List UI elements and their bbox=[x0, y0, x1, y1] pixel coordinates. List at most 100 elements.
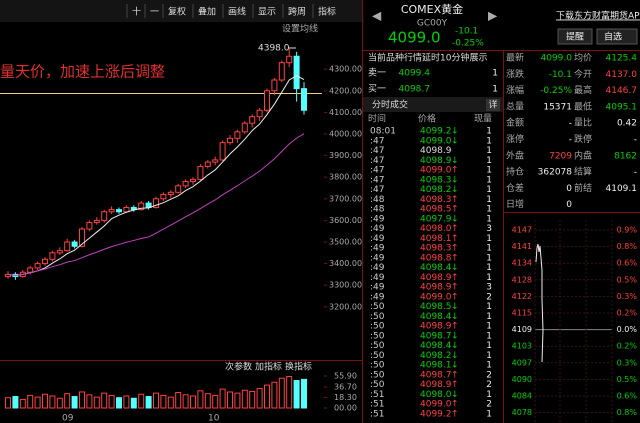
trade-price: 4099.0 bbox=[420, 292, 452, 302]
trade-direction: ↑ bbox=[451, 205, 459, 215]
volume-bar bbox=[249, 390, 256, 409]
toolbar-button[interactable]: 复权 bbox=[168, 6, 186, 18]
y-tick-label: 4100.00 bbox=[329, 108, 362, 117]
watch-label[interactable]: 自选 bbox=[604, 31, 622, 43]
trade-volume: 1 bbox=[486, 205, 492, 215]
candle-body bbox=[190, 178, 196, 183]
stat-label: 仓差 bbox=[506, 182, 524, 194]
prev-arrow[interactable]: ◀ bbox=[372, 9, 382, 23]
stat-label: 均价 bbox=[574, 52, 592, 64]
toolbar-button[interactable]: 叠加 bbox=[198, 7, 216, 18]
y-tick-label: 4300.00 bbox=[329, 65, 362, 74]
trade-direction: ↓ bbox=[451, 351, 459, 361]
annotation: 量天价，加速上涨后调整 bbox=[0, 63, 165, 81]
volume-bar bbox=[167, 396, 174, 409]
volume-bar bbox=[5, 397, 11, 409]
trade-time: :49 bbox=[370, 292, 385, 302]
volume-bar bbox=[301, 378, 307, 409]
volume-bar bbox=[108, 394, 115, 409]
volume-bar bbox=[19, 398, 26, 409]
trade-volume: 1 bbox=[486, 185, 492, 195]
volume-bar bbox=[27, 394, 34, 409]
max-label: 4398.0 bbox=[258, 44, 290, 54]
remind-label[interactable]: 提醒 bbox=[566, 32, 584, 43]
stat-value: 15371 bbox=[543, 102, 572, 112]
book-price: 4099.4 bbox=[399, 69, 431, 79]
mini-pct-label: 0.0% bbox=[617, 325, 638, 334]
toolbar-button[interactable]: 一 bbox=[150, 8, 159, 18]
indicator-button[interactable]: 加指标 bbox=[255, 361, 282, 373]
trade-volume: 1 bbox=[486, 244, 492, 254]
trade-price: 4099.2 bbox=[420, 127, 452, 137]
trade-volume: 1 bbox=[486, 146, 492, 156]
trade-direction: ↑ bbox=[451, 253, 459, 263]
candle-body bbox=[212, 159, 219, 163]
volume-bar bbox=[12, 396, 19, 409]
trades-header bbox=[363, 97, 503, 112]
trade-price: 4098.9 bbox=[420, 322, 452, 332]
trade-volume: 1 bbox=[486, 312, 492, 322]
toolbar-button[interactable]: 跨周 bbox=[288, 7, 306, 18]
stat-label: 前结 bbox=[574, 182, 592, 194]
column-header: 时间 bbox=[368, 113, 386, 125]
trade-time: :50 bbox=[370, 302, 385, 312]
y-tick-label: 00.00 bbox=[334, 404, 357, 413]
indicator-button[interactable]: 次参数 bbox=[225, 361, 252, 373]
toolbar-button[interactable]: 十 bbox=[132, 6, 141, 18]
trade-volume: 1 bbox=[486, 263, 492, 273]
candle-body bbox=[42, 258, 48, 265]
stat-label: 总量 bbox=[506, 100, 524, 112]
trade-direction: ↓ bbox=[451, 185, 459, 195]
toolbar-button[interactable]: 指标 bbox=[318, 6, 336, 18]
indicator-button[interactable]: 换指标 bbox=[285, 361, 312, 373]
trade-time: :49 bbox=[370, 234, 385, 244]
y-tick-label: 36.70 bbox=[334, 382, 357, 391]
watch-button[interactable] bbox=[596, 28, 638, 45]
candle-body bbox=[49, 252, 56, 260]
mini-price-label: 4084 bbox=[512, 392, 532, 401]
trade-price: 4099.0 bbox=[420, 400, 452, 410]
detail-label[interactable]: 详 bbox=[488, 99, 497, 111]
settings-link[interactable]: 设置均线 bbox=[282, 23, 318, 35]
book-volume: 1 bbox=[492, 85, 498, 95]
toolbar-button[interactable]: 显示 bbox=[258, 7, 276, 18]
y-tick-label: 3400.00 bbox=[329, 259, 362, 268]
volume-bar bbox=[219, 388, 226, 409]
detail-button[interactable] bbox=[486, 99, 500, 111]
candle-body bbox=[241, 122, 248, 133]
stat-value: -0.25% bbox=[540, 86, 572, 96]
stat-value: 4146.7 bbox=[606, 86, 638, 96]
candle-body bbox=[138, 202, 145, 211]
column-header: 价格 bbox=[418, 113, 436, 125]
y-tick-label: 18.30 bbox=[334, 393, 357, 402]
next-arrow[interactable]: ▶ bbox=[488, 9, 498, 23]
trades-title: 分时成交 bbox=[372, 99, 408, 111]
mini-price-label: 4122 bbox=[512, 292, 532, 301]
trade-direction: ↑ bbox=[451, 224, 459, 234]
remind-button[interactable] bbox=[557, 28, 593, 45]
app-link[interactable]: 下载东方财富期货APP bbox=[556, 10, 640, 22]
trade-volume: 1 bbox=[486, 341, 492, 351]
volume-bar bbox=[86, 394, 93, 409]
change: -10.1 bbox=[455, 27, 478, 37]
trade-volume: 1 bbox=[486, 136, 492, 146]
toolbar bbox=[0, 0, 362, 22]
volume-bar bbox=[49, 395, 56, 409]
trade-time: :47 bbox=[370, 146, 384, 156]
stat-label: 结算 bbox=[574, 166, 592, 178]
toolbar-button[interactable]: 画线 bbox=[228, 6, 246, 18]
volume-bar bbox=[271, 381, 278, 409]
trade-price: 4098.4 bbox=[420, 263, 452, 273]
volume-bar bbox=[190, 395, 196, 409]
book-side: 买一 bbox=[368, 84, 386, 95]
trade-time: :50 bbox=[370, 380, 385, 390]
trade-price: 4098.1 bbox=[420, 234, 452, 244]
trade-volume: 1 bbox=[486, 166, 492, 176]
trade-volume: 1 bbox=[486, 253, 492, 263]
trade-time: :50 bbox=[370, 331, 385, 341]
stat-label: 涨跌 bbox=[506, 69, 524, 80]
trade-time: :49 bbox=[370, 214, 385, 224]
candle-body bbox=[271, 79, 278, 92]
